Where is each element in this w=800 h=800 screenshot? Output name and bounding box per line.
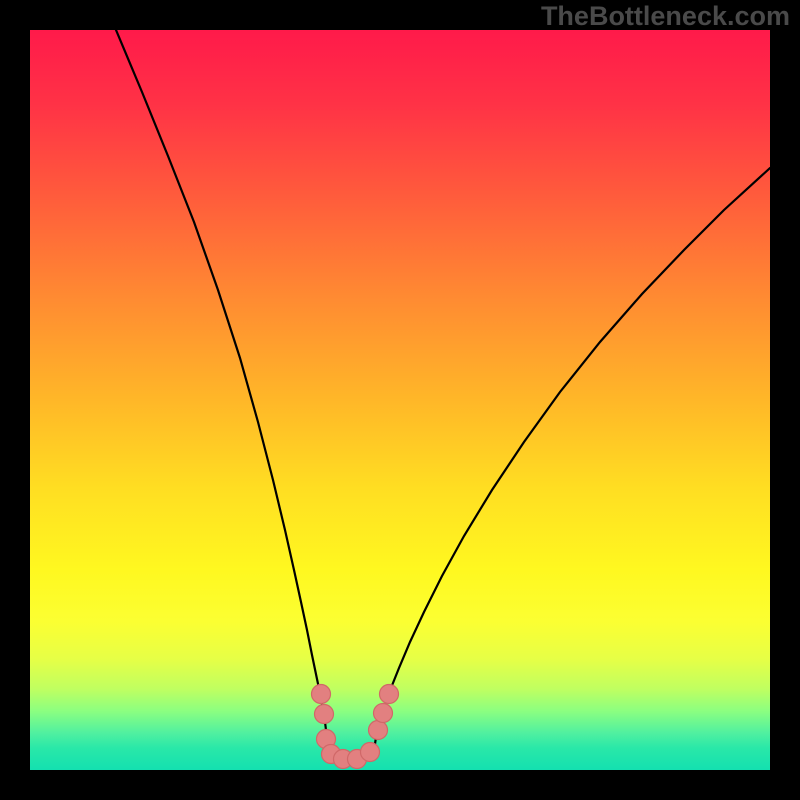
gradient-background xyxy=(30,30,770,770)
chart-frame: TheBottleneck.com xyxy=(0,0,800,800)
plot-area xyxy=(30,30,770,770)
watermark-text: TheBottleneck.com xyxy=(541,1,790,32)
